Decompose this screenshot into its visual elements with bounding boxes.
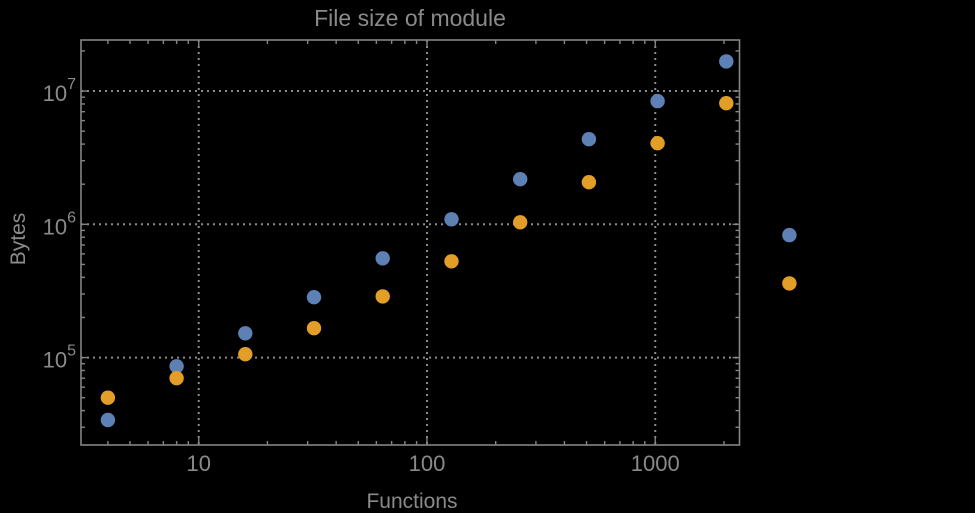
data-point-series-orange <box>444 254 459 269</box>
x-tick-label: 100 <box>409 451 446 476</box>
data-point-series-blue <box>444 212 459 227</box>
x-axis-label: Functions <box>366 490 457 513</box>
y-axis-label: Bytes <box>7 213 30 266</box>
data-point-series-blue <box>719 54 734 69</box>
data-point-series-blue <box>782 227 797 243</box>
data-point-series-orange <box>306 321 322 336</box>
data-point-series-blue <box>581 132 597 147</box>
data-point-series-orange <box>169 371 184 386</box>
data-point-series-orange <box>100 390 116 405</box>
data-point-series-orange <box>650 136 665 151</box>
data-point-series-blue <box>513 172 528 187</box>
data-point-series-blue <box>238 326 253 341</box>
data-point-series-blue <box>169 359 184 374</box>
x-tick-label: 10 <box>186 451 210 476</box>
data-point-series-orange <box>513 215 528 230</box>
data-point-series-orange <box>375 289 390 304</box>
data-point-series-blue <box>650 93 665 109</box>
data-point-series-orange <box>782 276 797 291</box>
data-point-series-orange <box>719 96 734 111</box>
data-point-series-orange <box>238 347 253 362</box>
x-tick-label: 1000 <box>631 451 680 476</box>
data-point-series-blue <box>100 412 116 428</box>
plot-geometry: 10 100 1000 105 106 107 <box>43 39 797 476</box>
plot-frame <box>80 39 741 446</box>
data-point-series-blue <box>306 290 322 305</box>
y-tick-label: 107 <box>43 76 76 106</box>
y-tick-label: 105 <box>43 343 76 373</box>
chart-title: File size of module <box>314 5 506 31</box>
y-tick-label: 106 <box>43 209 76 239</box>
data-point-series-orange <box>581 175 597 190</box>
data-point-series-blue <box>375 251 390 266</box>
